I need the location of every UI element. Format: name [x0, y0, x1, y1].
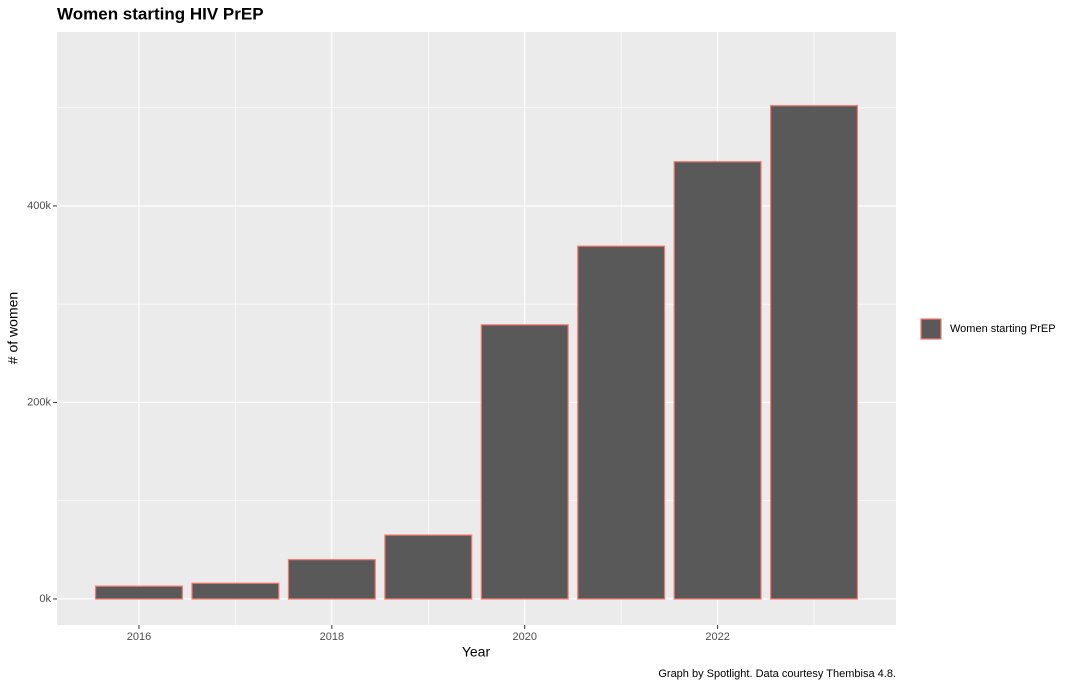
bar: [94, 585, 183, 600]
chart-title: Women starting HIV PrEP: [57, 4, 264, 23]
bar: [384, 534, 473, 600]
x-tick-label: 2022: [705, 631, 729, 643]
legend-key: [920, 318, 942, 340]
x-tick-label: 2020: [512, 631, 536, 643]
y-tick-label: 200k: [27, 396, 51, 408]
x-axis-label: Year: [462, 644, 491, 660]
bar: [577, 245, 666, 600]
bar: [287, 559, 376, 600]
x-tick-label: 2018: [320, 631, 344, 643]
y-axis-label: # of women: [5, 292, 21, 364]
y-tick-label: 0k: [39, 593, 51, 605]
y-tick-label: 400k: [27, 200, 51, 212]
caption: Graph by Spotlight. Data courtesy Thembi…: [658, 668, 896, 680]
bar: [770, 105, 859, 600]
bar: [191, 582, 280, 600]
bar: [480, 324, 569, 600]
legend-label: Women starting PrEP: [950, 323, 1056, 335]
bar: [673, 161, 762, 600]
x-tick-label: 2016: [127, 631, 151, 643]
